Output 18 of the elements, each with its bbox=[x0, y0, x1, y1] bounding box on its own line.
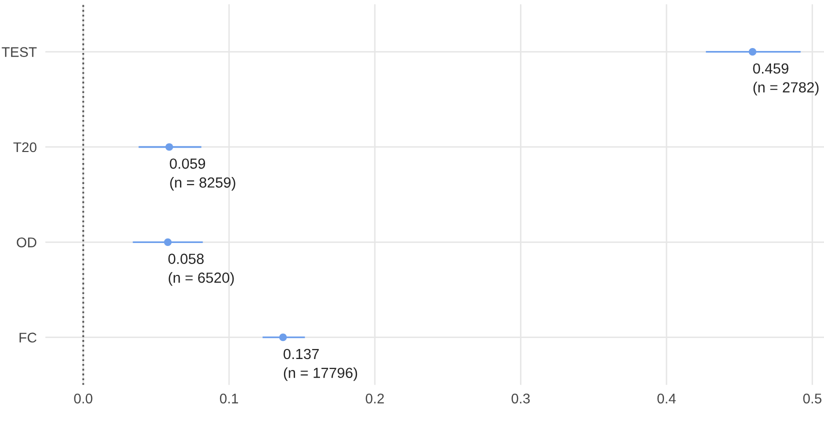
x-tick-label: 0.0 bbox=[74, 394, 92, 404]
data-label: 0.459 (n = 2782) bbox=[753, 63, 819, 96]
x-tick-label: 0.3 bbox=[512, 394, 530, 404]
y-tick-label: T20 bbox=[13, 142, 36, 152]
point bbox=[279, 334, 287, 342]
point bbox=[165, 143, 174, 151]
data-label: 0.137 (n = 17796) bbox=[284, 348, 358, 381]
y-tick-label: FC bbox=[20, 332, 36, 343]
data-label: 0.059 (n = 8259) bbox=[170, 158, 236, 191]
x-tick-label: 0.1 bbox=[220, 394, 238, 404]
x-tick-label: 0.5 bbox=[803, 394, 822, 404]
x-tick-label: 0.4 bbox=[657, 394, 676, 404]
y-tick-label: TEST bbox=[2, 47, 37, 57]
point bbox=[748, 48, 756, 56]
data-label: 0.058 (n = 6520) bbox=[168, 254, 234, 286]
x-tick-label: 0.2 bbox=[366, 394, 384, 404]
point bbox=[164, 238, 172, 246]
y-tick-label: OD bbox=[16, 238, 36, 248]
